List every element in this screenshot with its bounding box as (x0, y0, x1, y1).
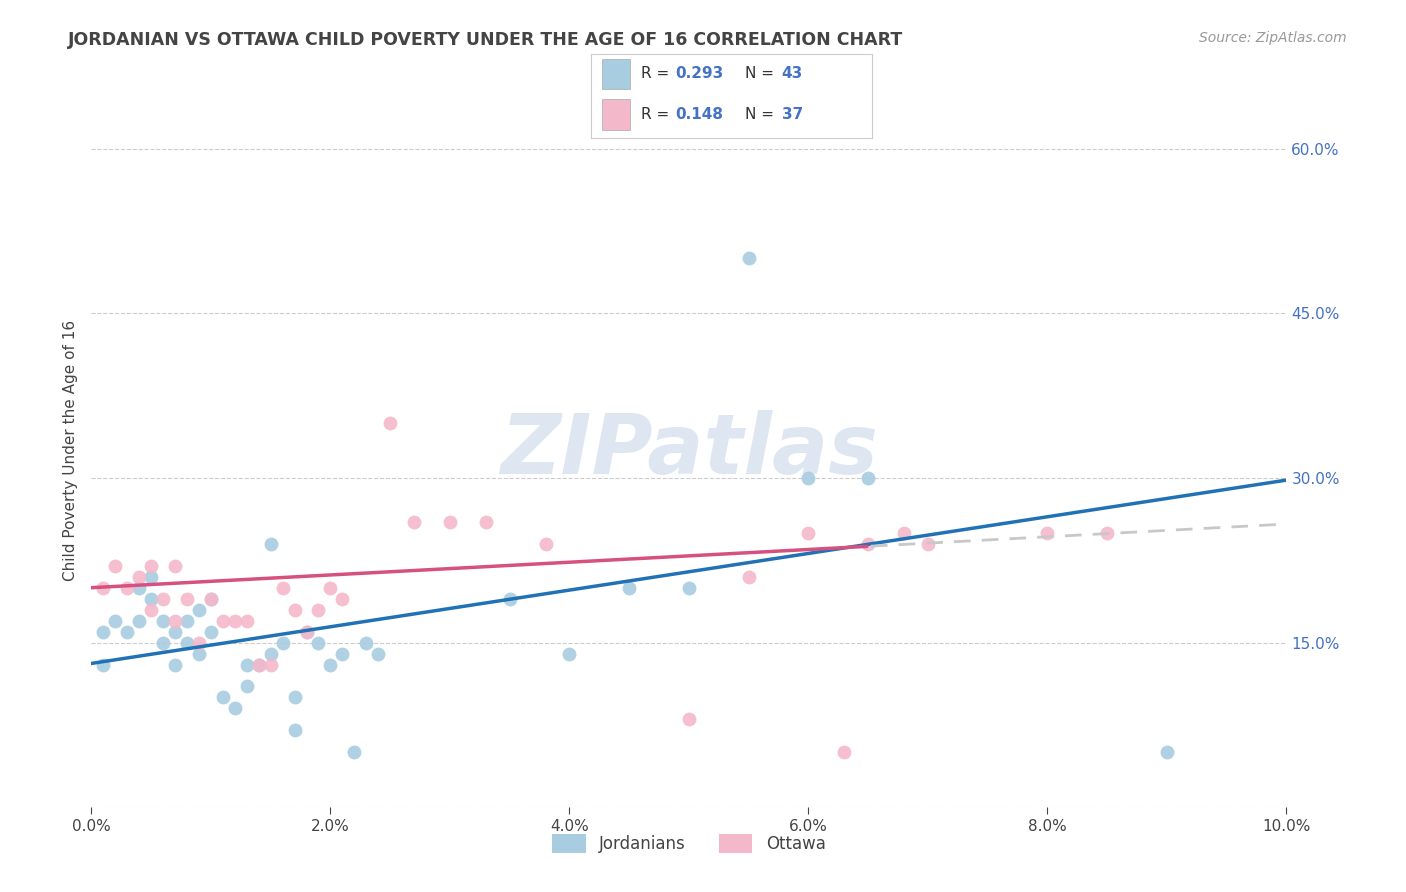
Text: JORDANIAN VS OTTAWA CHILD POVERTY UNDER THE AGE OF 16 CORRELATION CHART: JORDANIAN VS OTTAWA CHILD POVERTY UNDER … (67, 31, 903, 49)
Point (247, 657, 270, 672)
Text: N =: N = (745, 107, 779, 122)
Point (200, 624, 222, 639)
Point (235, 680, 259, 694)
Point (797, 471, 820, 485)
Point (332, 591, 354, 606)
Text: N =: N = (745, 66, 779, 81)
Point (141, 570, 163, 584)
Text: R =: R = (641, 107, 675, 122)
Point (271, 581, 294, 595)
Point (319, 657, 342, 672)
Point (200, 591, 222, 606)
Point (380, 416, 402, 430)
Point (319, 581, 342, 595)
Y-axis label: Child Poverty Under the Age of 16: Child Poverty Under the Age of 16 (62, 320, 77, 581)
Point (115, 624, 138, 639)
Text: 37: 37 (782, 107, 803, 122)
Point (678, 713, 700, 727)
Point (1097, 525, 1119, 540)
Point (141, 602, 163, 616)
Point (224, 701, 246, 715)
Point (295, 624, 318, 639)
Point (200, 591, 222, 606)
Point (211, 690, 233, 705)
Point (128, 570, 150, 584)
Point (259, 647, 281, 661)
Text: ZIPatlas: ZIPatlas (501, 410, 877, 491)
Point (211, 614, 233, 628)
Point (224, 614, 246, 628)
Legend: Jordanians, Ottawa: Jordanians, Ottawa (546, 827, 832, 860)
Point (797, 525, 820, 540)
Point (93, 657, 115, 672)
Point (893, 525, 915, 540)
Point (259, 537, 281, 551)
Point (176, 591, 198, 606)
Text: 43: 43 (782, 66, 803, 81)
Point (439, 515, 461, 529)
Point (188, 647, 211, 661)
Point (737, 570, 759, 584)
Point (235, 614, 259, 628)
Point (917, 537, 939, 551)
Point (1036, 525, 1059, 540)
Point (163, 614, 186, 628)
Point (152, 614, 174, 628)
Point (141, 591, 163, 606)
Text: Source: ZipAtlas.com: Source: ZipAtlas.com (1199, 31, 1347, 45)
Point (128, 614, 150, 628)
Point (858, 537, 880, 551)
Point (284, 602, 307, 616)
Text: 0.293: 0.293 (675, 66, 723, 81)
Point (307, 602, 329, 616)
Point (307, 635, 329, 649)
Point (271, 635, 294, 649)
Point (475, 515, 498, 529)
Point (104, 558, 127, 573)
Bar (602, 99, 630, 130)
Point (678, 581, 700, 595)
Point (832, 745, 855, 759)
Point (176, 614, 198, 628)
Point (163, 558, 186, 573)
Point (284, 690, 307, 705)
Point (367, 647, 389, 661)
Point (104, 614, 127, 628)
Point (259, 657, 281, 672)
Point (619, 581, 641, 595)
Point (558, 647, 581, 661)
Point (163, 624, 186, 639)
Point (141, 558, 163, 573)
Point (93, 624, 115, 639)
Text: R =: R = (641, 66, 675, 81)
Point (404, 515, 426, 529)
Point (93, 581, 115, 595)
Point (247, 657, 270, 672)
Point (534, 537, 557, 551)
Point (858, 471, 880, 485)
Point (295, 624, 318, 639)
Point (343, 745, 366, 759)
Text: 0.148: 0.148 (675, 107, 723, 122)
Point (332, 647, 354, 661)
Bar (602, 59, 630, 89)
Point (128, 581, 150, 595)
Point (176, 635, 198, 649)
Point (188, 602, 211, 616)
Point (235, 657, 259, 672)
Point (152, 591, 174, 606)
Point (188, 635, 211, 649)
Point (499, 591, 522, 606)
Point (152, 635, 174, 649)
Point (284, 723, 307, 738)
Point (163, 657, 186, 672)
Point (737, 252, 759, 266)
Point (115, 581, 138, 595)
Point (1156, 745, 1178, 759)
Point (354, 635, 377, 649)
